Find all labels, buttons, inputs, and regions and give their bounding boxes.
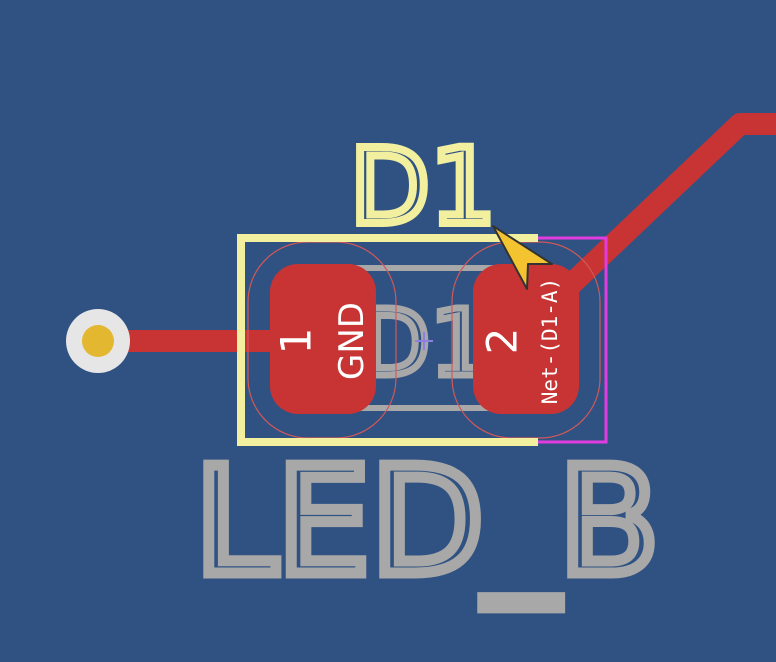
silkscreen-outline xyxy=(237,234,538,446)
value-text[interactable]: LED_B xyxy=(189,431,665,614)
silkscreen-reference-text[interactable]: D1 xyxy=(346,122,500,252)
pad-2-number: 2 xyxy=(478,328,527,355)
courtyard-highlight xyxy=(538,236,608,444)
pad-2-copper[interactable] xyxy=(473,264,579,414)
footprint-anchor xyxy=(415,332,433,350)
pad-1-number: 1 xyxy=(272,328,321,355)
via[interactable] xyxy=(66,309,130,373)
pad-2-net: Net-(D1-A) xyxy=(538,278,562,404)
cursor-arrow-icon xyxy=(492,225,553,290)
pad-1[interactable] xyxy=(270,264,376,414)
pad-1-copper[interactable] xyxy=(270,264,376,414)
trace-net-d1-a[interactable] xyxy=(552,113,776,303)
pad-2[interactable] xyxy=(473,264,579,414)
via-hole xyxy=(82,325,114,357)
pad-1-net: GND xyxy=(332,302,372,380)
traces xyxy=(98,113,776,352)
